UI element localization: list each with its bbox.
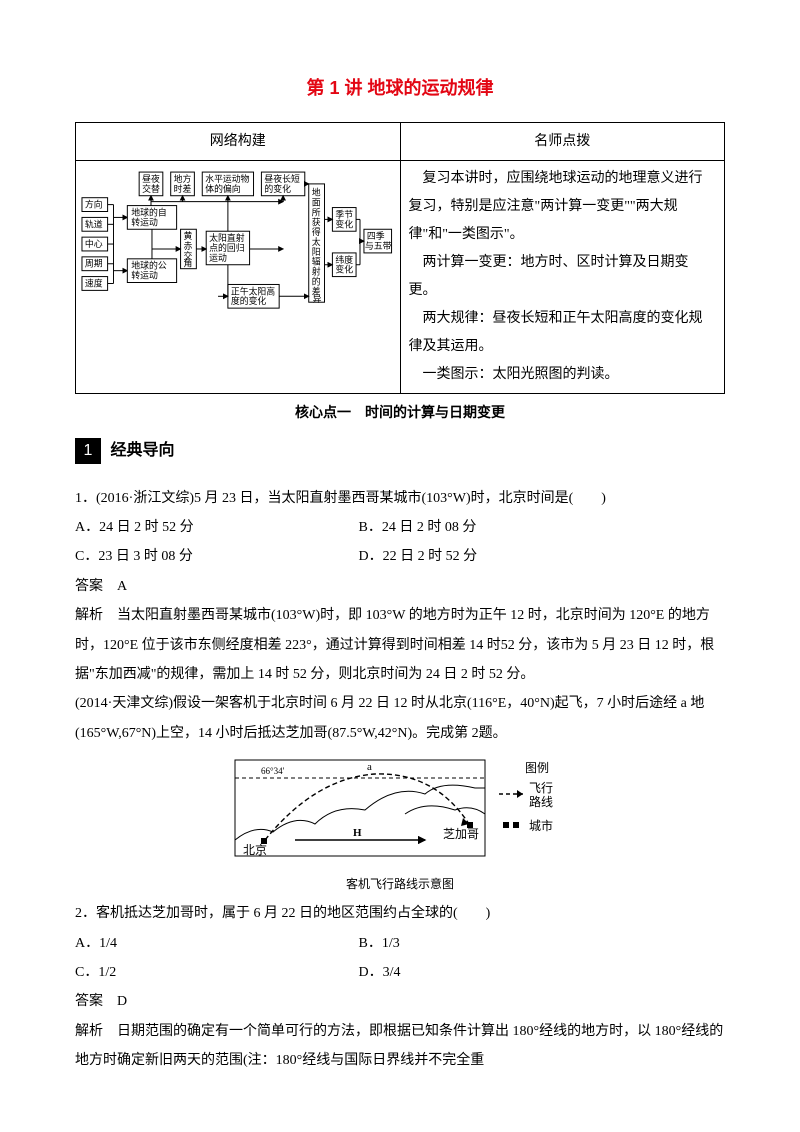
svg-text:周期: 周期 (85, 259, 103, 269)
svg-text:辐: 辐 (312, 256, 321, 267)
svg-text:地球的公: 地球的公 (131, 260, 167, 271)
svg-text:阳: 阳 (312, 247, 321, 257)
svg-text:四季: 四季 (367, 230, 385, 241)
svg-text:中心: 中心 (85, 238, 103, 249)
svg-text:太阳直射: 太阳直射 (209, 232, 245, 243)
th-right: 名师点拨 (400, 122, 725, 160)
q1-stem: 1．(2016·浙江文综)5 月 23 日，当太阳直射墨西哥某城市(103°W)… (75, 484, 725, 513)
svg-text:异: 异 (313, 294, 322, 304)
svg-text:与五带: 与五带 (365, 241, 392, 251)
svg-text:a: a (367, 761, 372, 773)
svg-text:角: 角 (184, 258, 193, 269)
svg-text:得: 得 (312, 226, 321, 237)
svg-text:地: 地 (312, 187, 321, 198)
q2-opt-a: A．1/4 (75, 929, 355, 958)
flight-figure: 66°34' H 北京 a 芝加哥 图例 飞行 路线 城市 客 (225, 754, 575, 897)
tip-line: 复习本讲时，应围绕地球运动的地理意义进行复习，特别是应注意"两计算一变更""两大… (409, 165, 717, 249)
svg-text:城市: 城市 (529, 818, 553, 833)
svg-text:获: 获 (312, 217, 321, 227)
svg-text:地方: 地方 (174, 173, 192, 184)
svg-text:点的回归: 点的回归 (209, 242, 245, 253)
q2-opt-c: C．1/2 (75, 958, 355, 987)
q2-intro: (2014·天津文综)假设一架客机于北京时间 6 月 22 日 12 时从北京(… (75, 689, 725, 748)
tip-line: 两大规律：昼夜长短和正午太阳高度的变化规律及其运用。 (409, 305, 717, 361)
svg-text:水平运动物: 水平运动物 (205, 173, 249, 184)
svg-text:芝加哥: 芝加哥 (443, 826, 479, 841)
svg-text:轨道: 轨道 (85, 218, 103, 229)
q1-opt-b: B．24 日 2 时 08 分 (359, 513, 639, 542)
tips-cell: 复习本讲时，应围绕地球运动的地理意义进行复习，特别是应注意"两计算一变更""两大… (400, 161, 725, 394)
page-title: 第 1 讲 地球的运动规律 (75, 70, 725, 108)
svg-text:速度: 速度 (85, 278, 103, 289)
q1-explain: 解析 当太阳直射墨西哥某城市(103°W)时，即 103°W 的地方时为正午 1… (75, 601, 725, 689)
flowchart-cell: 方向 轨道 中心 周期 速度 地球的自转运动 地球的公转运 (76, 161, 401, 394)
svg-text:转运动: 转运动 (131, 270, 158, 281)
q2-stem: 2．客机抵达芝加哥时，属于 6 月 22 日的地区范围约占全球的( ) (75, 899, 725, 928)
tip-line: 两计算一变更：地方时、区时计算及日期变更。 (409, 249, 717, 305)
svg-text:H: H (353, 827, 362, 839)
tag-label: 经典导向 (105, 438, 181, 464)
q2-opt-b: B．1/3 (359, 929, 639, 958)
svg-text:赤: 赤 (184, 241, 193, 251)
svg-text:的变化: 的变化 (264, 183, 291, 194)
q1-answer: 答案 A (75, 572, 725, 601)
svg-text:体的偏向: 体的偏向 (205, 183, 241, 194)
svg-text:图例: 图例 (525, 761, 549, 775)
section-tag: 1 经典导向 (75, 438, 181, 464)
q1-opt-a: A．24 日 2 时 52 分 (75, 513, 355, 542)
svg-text:度的变化: 度的变化 (231, 295, 267, 306)
svg-text:66°34': 66°34' (261, 766, 285, 776)
figure-caption: 客机飞行路线示意图 (225, 872, 575, 897)
svg-text:太: 太 (312, 236, 321, 247)
th-left: 网络构建 (76, 122, 401, 160)
core-point-title: 核心点一 时间的计算与日期变更 (75, 398, 725, 427)
svg-text:交替: 交替 (142, 183, 160, 194)
svg-text:运动: 运动 (209, 253, 227, 263)
svg-text:变化: 变化 (335, 264, 353, 275)
q2-explain: 解析 日期范围的确定有一个简单可行的方法，即根据已知条件计算出 180°经线的地… (75, 1017, 725, 1076)
svg-text:变化: 变化 (335, 218, 353, 229)
svg-text:正午太阳高: 正午太阳高 (231, 286, 275, 297)
svg-text:所: 所 (312, 208, 321, 218)
svg-text:地球的自: 地球的自 (131, 207, 166, 218)
svg-text:北京: 北京 (243, 843, 267, 857)
svg-text:方向: 方向 (85, 199, 103, 210)
tag-num: 1 (75, 438, 101, 464)
svg-text:的: 的 (312, 276, 321, 287)
q1-opt-d: D．22 日 2 时 52 分 (359, 542, 639, 571)
svg-text:昼夜长短: 昼夜长短 (264, 173, 300, 184)
summary-table: 网络构建 名师点拨 方向 轨道 中心 周期 速度 (75, 122, 725, 394)
svg-text:转运动: 转运动 (131, 216, 158, 227)
svg-text:纬度: 纬度 (335, 254, 353, 265)
svg-text:路线: 路线 (529, 794, 553, 809)
svg-text:昼夜: 昼夜 (142, 173, 160, 184)
tip-line: 一类图示：太阳光照图的判读。 (409, 361, 717, 389)
svg-text:时差: 时差 (174, 183, 192, 194)
svg-text:面: 面 (312, 198, 321, 208)
flowchart: 方向 轨道 中心 周期 速度 地球的自转运动 地球的公转运 (80, 167, 396, 327)
svg-text:黄: 黄 (184, 230, 193, 241)
q2-answer: 答案 D (75, 987, 725, 1016)
svg-text:季节: 季节 (335, 209, 353, 220)
q1-opt-c: C．23 日 3 时 08 分 (75, 542, 355, 571)
q2-opt-d: D．3/4 (359, 958, 639, 987)
svg-text:飞行: 飞行 (529, 781, 553, 795)
svg-text:射: 射 (312, 266, 321, 277)
